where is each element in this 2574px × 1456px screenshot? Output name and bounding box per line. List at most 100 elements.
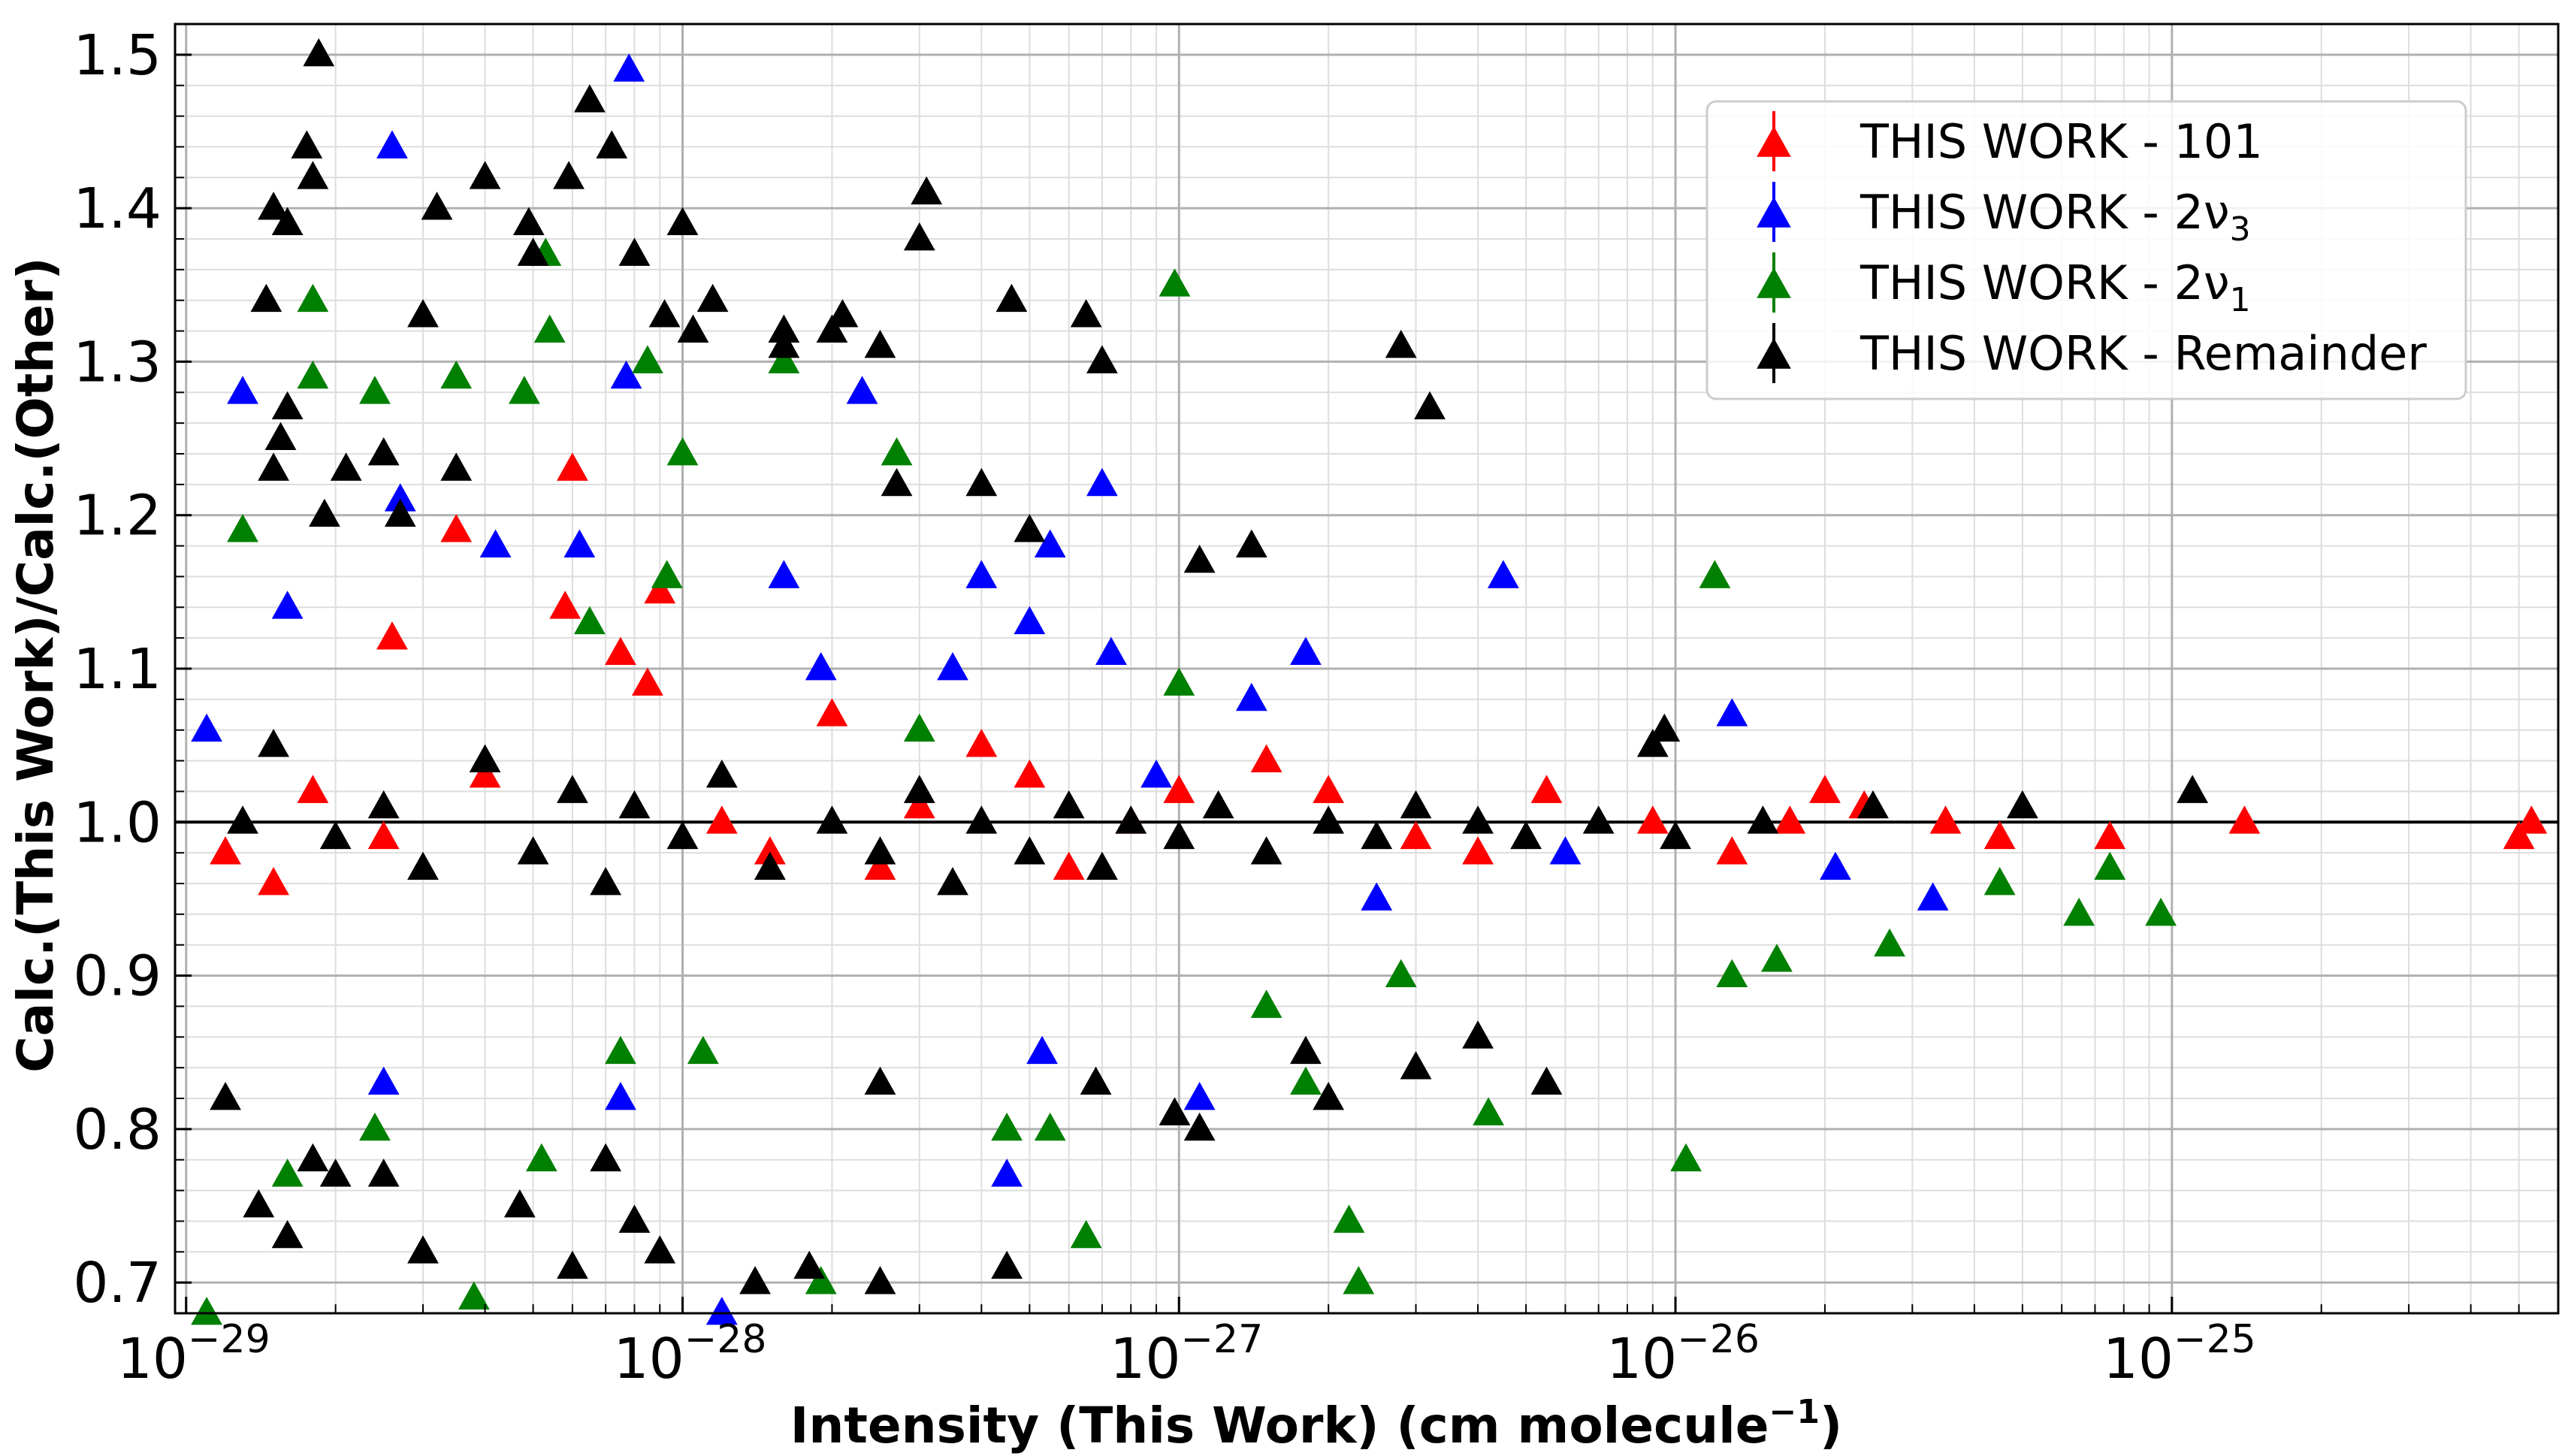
data-point	[376, 130, 408, 159]
data-point	[557, 452, 588, 481]
data-point	[631, 667, 663, 696]
data-point	[768, 314, 800, 343]
data-point	[258, 192, 289, 220]
legend-box	[1705, 100, 2467, 400]
data-point	[1400, 790, 1432, 819]
data-point	[1250, 989, 1282, 1018]
data-point	[1917, 882, 1949, 911]
data-point	[1582, 805, 1615, 834]
data-point	[1510, 820, 1542, 850]
data-point	[191, 1297, 222, 1325]
data-point	[805, 652, 837, 681]
legend-label: THIS WORK - 2ν3	[1860, 185, 2251, 249]
data-point	[1462, 1020, 1494, 1049]
data-point	[965, 805, 998, 834]
data-point	[805, 1266, 837, 1294]
data-point	[2145, 897, 2177, 926]
y-tick-label: 0.8	[73, 1098, 162, 1162]
data-point	[264, 421, 297, 450]
data-point	[503, 1189, 536, 1218]
data-point	[309, 498, 340, 527]
data-point	[250, 283, 282, 313]
axis-ticks	[175, 23, 2520, 1314]
data-point	[1140, 760, 1172, 788]
data-point	[846, 376, 878, 404]
x-tick-label: 10−26	[1606, 1317, 1760, 1391]
data-point	[469, 760, 501, 788]
data-point	[816, 698, 848, 726]
data-point	[1250, 836, 1282, 865]
data-point	[991, 1158, 1023, 1187]
data-point	[1385, 330, 1417, 358]
data-point	[2094, 820, 2126, 850]
data-point	[1086, 345, 1118, 373]
data-point	[1014, 836, 1046, 865]
data-point	[991, 1250, 1023, 1279]
data-point	[1716, 959, 1748, 987]
data-point	[227, 805, 258, 834]
data-point	[1636, 729, 1669, 757]
series-4	[210, 38, 2209, 1294]
y-axis-label: Calc.(This Work)/Calc.(Other)	[7, 257, 65, 1072]
data-point	[965, 729, 998, 757]
data-point	[1053, 790, 1085, 819]
data-point	[2094, 851, 2126, 880]
data-point	[1530, 1066, 1563, 1095]
data-point	[271, 1219, 304, 1249]
data-point	[330, 452, 362, 481]
data-point	[440, 514, 473, 542]
data-point	[573, 84, 606, 113]
data-point	[864, 1266, 896, 1294]
data-point	[618, 237, 651, 266]
data-point	[479, 529, 512, 557]
series-3	[191, 237, 2177, 1325]
data-point	[1095, 636, 1127, 665]
legend-marker	[1757, 126, 1791, 157]
data-point	[911, 176, 943, 205]
data-point	[1159, 1097, 1191, 1125]
data-point	[1183, 1112, 1216, 1141]
data-point	[1333, 1204, 1365, 1233]
data-point	[881, 467, 913, 497]
legend-marker	[1757, 267, 1791, 298]
data-point	[191, 713, 222, 742]
x-tick-label: 10−29	[117, 1317, 270, 1391]
data-point	[816, 805, 848, 834]
data-point	[258, 729, 289, 757]
data-point	[1313, 805, 1345, 834]
data-point	[590, 867, 622, 896]
data-point	[227, 376, 258, 404]
data-point	[605, 636, 636, 665]
data-point	[677, 314, 709, 343]
data-point	[407, 851, 439, 880]
data-point	[1699, 560, 1731, 588]
x-axis-label: Intensity (This Work) (cm molecule−1)	[790, 1393, 1842, 1454]
data-point	[605, 1035, 636, 1065]
data-point	[359, 1112, 391, 1141]
data-point	[367, 437, 400, 466]
data-point	[1809, 775, 1841, 803]
data-point	[1163, 820, 1195, 850]
data-point	[965, 560, 998, 588]
data-point	[881, 437, 913, 466]
data-point	[864, 851, 896, 880]
data-point	[2228, 805, 2261, 834]
y-tick-label: 1.5	[73, 23, 162, 88]
data-point	[359, 376, 391, 404]
y-tick-label: 0.9	[73, 944, 162, 1009]
data-point	[610, 360, 642, 389]
data-point	[991, 1112, 1023, 1141]
data-point	[297, 360, 329, 389]
data-point	[903, 222, 935, 251]
data-point	[864, 836, 896, 865]
data-point	[1648, 713, 1681, 742]
data-point	[469, 161, 501, 189]
data-point	[367, 820, 400, 850]
data-point	[768, 560, 800, 588]
data-point	[618, 1204, 651, 1233]
data-point	[754, 836, 786, 865]
data-point	[533, 314, 566, 343]
x-tick-label: 10−25	[2103, 1317, 2256, 1391]
